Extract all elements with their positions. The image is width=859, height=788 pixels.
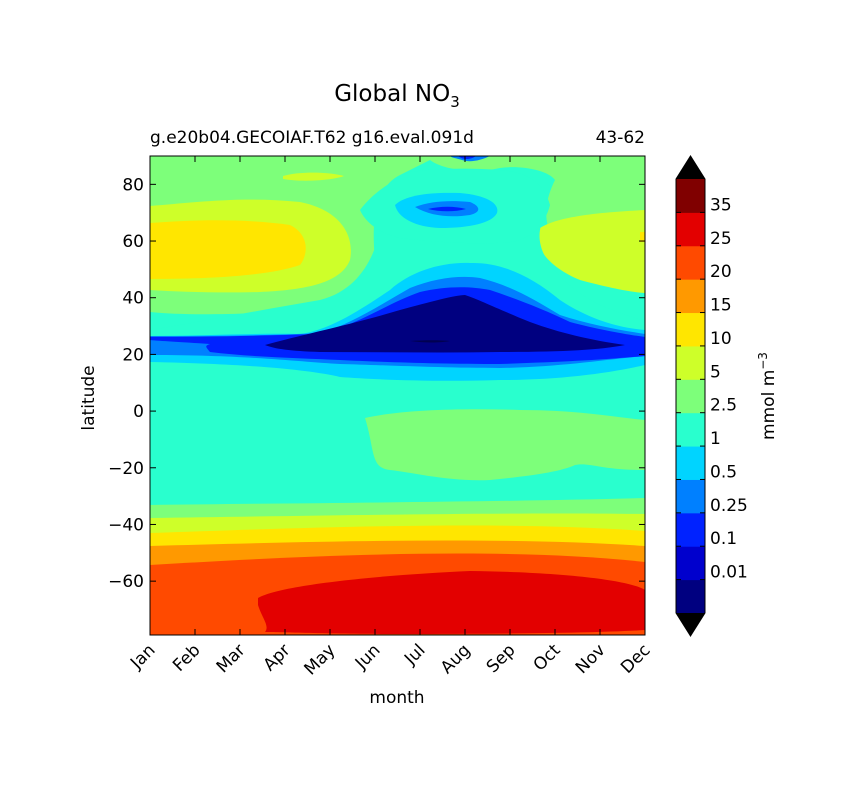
- x-tick-label: Aug: [437, 640, 475, 678]
- contour-min-core: [410, 340, 450, 343]
- x-tick-label: May: [301, 640, 340, 679]
- contour-10-north-left: [150, 220, 306, 279]
- y-tick-label: 20: [122, 345, 144, 365]
- chart-title: Global NO3: [334, 81, 460, 111]
- contour-25-south: [258, 571, 645, 634]
- colorbar: 0.01 0.1 0.25 0.5 1 2.5 5 10 15 20 25 35: [675, 155, 748, 637]
- colorbar-swatch: [676, 479, 705, 514]
- chart-subtitle-right: 43-62: [596, 128, 645, 148]
- colorbar-swatch: [676, 379, 705, 414]
- contour-5-north-right: [537, 210, 645, 293]
- colorbar-tick-label: 1: [710, 429, 721, 449]
- colorbar-tick-label: 20: [710, 262, 732, 282]
- contour-0.1-pole: [458, 156, 476, 160]
- colorbar-outline: [675, 155, 706, 637]
- colorbar-tick-label: 0.5: [710, 462, 737, 482]
- colorbar-tick-label: 5: [710, 362, 721, 382]
- x-tick-label: Sep: [483, 640, 520, 677]
- y-tick-label: 60: [122, 232, 144, 252]
- chart-subtitle-left: g.e20b04.GECOIAF.T62 g16.eval.091d: [150, 128, 474, 148]
- y-tick-label: −60: [108, 572, 144, 592]
- colorbar-under-arrow: [676, 613, 705, 636]
- colorbar-tick-label: 0.01: [710, 563, 748, 583]
- colorbar-tick-label: 25: [710, 229, 732, 249]
- contour-5-north-spot: [283, 172, 344, 181]
- x-axis-label: month: [369, 688, 424, 708]
- colorbar-tick-label: 0.1: [710, 529, 737, 549]
- x-tick-label: Apr: [260, 640, 295, 675]
- colorbar-swatch: [676, 245, 705, 280]
- x-tick-label: Nov: [572, 640, 610, 678]
- x-tick-label: Jul: [400, 640, 429, 669]
- colorbar-tick-label: 2.5: [710, 396, 737, 416]
- colorbar-swatch: [676, 412, 705, 447]
- colorbar-swatch: [676, 512, 705, 547]
- y-axis-ticks: 80 60 40 20 0 −20 −40 −60: [108, 175, 645, 592]
- colorbar-tick-label: 0.25: [710, 496, 748, 516]
- colorbar-swatch: [676, 179, 705, 213]
- colorbar-swatch: [676, 546, 705, 581]
- contour-0.1-arctic: [428, 206, 466, 212]
- colorbar-label: mmol m−3: [756, 352, 779, 440]
- colorbar-swatch: [676, 312, 705, 347]
- y-tick-label: 80: [122, 175, 144, 195]
- x-tick-label: Jan: [126, 640, 159, 673]
- x-tick-label: Feb: [169, 640, 204, 675]
- y-tick-label: −20: [108, 459, 144, 479]
- colorbar-swatch: [676, 212, 705, 247]
- colorbar-tick-label: 35: [710, 195, 732, 215]
- colorbar-tick-label: 10: [710, 329, 732, 349]
- contour-0.01: [265, 295, 625, 353]
- x-tick-label: Dec: [617, 640, 654, 677]
- colorbar-swatch: [676, 446, 705, 480]
- colorbar-over-arrow: [676, 156, 705, 179]
- x-tick-label: Mar: [213, 640, 250, 677]
- contour-10-north-right: [640, 232, 645, 242]
- y-tick-label: 40: [122, 289, 144, 309]
- plot-frame: [149, 155, 646, 636]
- colorbar-swatch: [676, 579, 705, 614]
- colorbar-swatch: [676, 279, 705, 314]
- y-axis-label: latitude: [79, 365, 99, 430]
- plot-area: [150, 156, 645, 635]
- contour-2.5-equator: [365, 409, 645, 481]
- colorbar-tick-label: 15: [710, 296, 732, 316]
- colorbar-swatch: [676, 345, 705, 380]
- y-tick-label: −40: [108, 515, 144, 535]
- y-tick-label: 0: [133, 402, 144, 422]
- x-tick-label: Jun: [351, 640, 385, 674]
- x-tick-label: Oct: [530, 640, 565, 675]
